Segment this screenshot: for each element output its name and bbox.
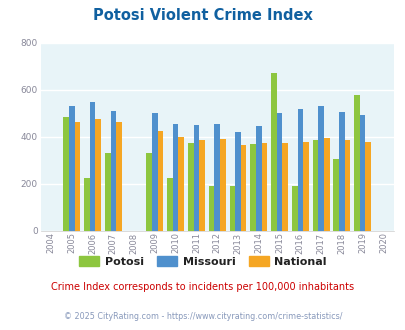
- Bar: [90, 102, 95, 231]
- Text: © 2025 CityRating.com - https://www.cityrating.com/crime-statistics/: © 2025 CityRating.com - https://www.city…: [64, 312, 341, 321]
- Bar: [359, 115, 364, 231]
- Bar: [167, 178, 173, 231]
- Bar: [110, 111, 116, 231]
- Bar: [303, 142, 308, 231]
- Bar: [250, 144, 255, 231]
- Bar: [229, 186, 234, 231]
- Bar: [63, 117, 69, 231]
- Bar: [338, 112, 344, 231]
- Text: Potosi Violent Crime Index: Potosi Violent Crime Index: [93, 8, 312, 23]
- Bar: [297, 109, 303, 231]
- Bar: [323, 138, 329, 231]
- Bar: [344, 141, 350, 231]
- Bar: [240, 145, 246, 231]
- Bar: [193, 125, 199, 231]
- Bar: [199, 141, 205, 231]
- Bar: [281, 143, 287, 231]
- Legend: Potosi, Missouri, National: Potosi, Missouri, National: [75, 251, 330, 271]
- Bar: [188, 143, 193, 231]
- Bar: [234, 132, 240, 231]
- Bar: [214, 124, 220, 231]
- Bar: [255, 126, 261, 231]
- Bar: [291, 186, 297, 231]
- Bar: [318, 106, 323, 231]
- Bar: [173, 124, 178, 231]
- Bar: [75, 122, 80, 231]
- Bar: [312, 141, 318, 231]
- Bar: [354, 95, 359, 231]
- Bar: [157, 131, 163, 231]
- Bar: [261, 143, 266, 231]
- Bar: [104, 153, 110, 231]
- Bar: [178, 137, 183, 231]
- Bar: [116, 122, 121, 231]
- Bar: [364, 142, 370, 231]
- Bar: [208, 186, 214, 231]
- Text: Crime Index corresponds to incidents per 100,000 inhabitants: Crime Index corresponds to incidents per…: [51, 282, 354, 292]
- Bar: [69, 106, 75, 231]
- Bar: [220, 139, 225, 231]
- Bar: [146, 153, 152, 231]
- Bar: [271, 74, 276, 231]
- Bar: [333, 159, 338, 231]
- Bar: [95, 119, 101, 231]
- Bar: [276, 114, 281, 231]
- Bar: [84, 178, 90, 231]
- Bar: [152, 114, 157, 231]
